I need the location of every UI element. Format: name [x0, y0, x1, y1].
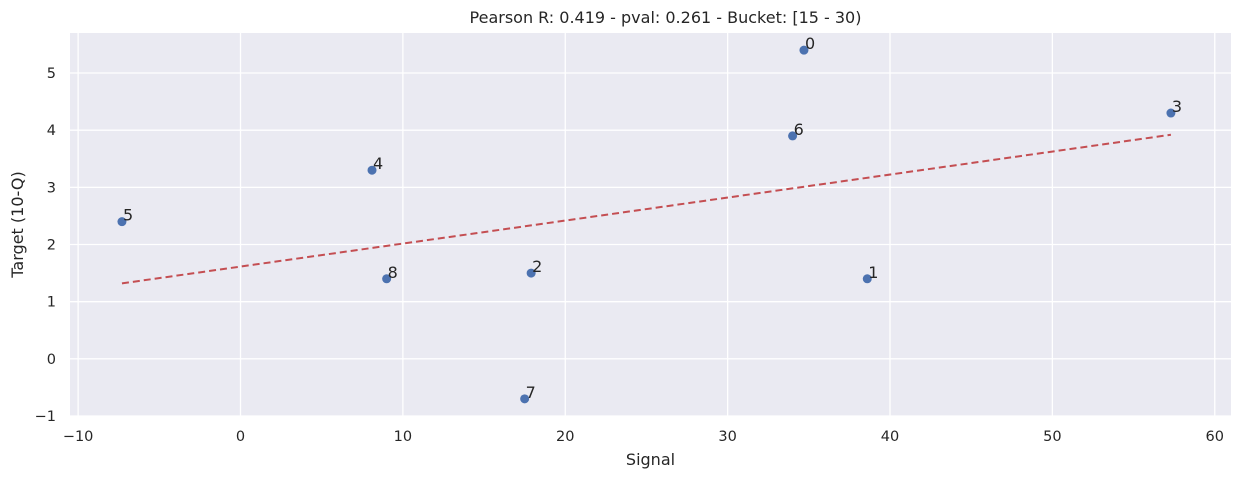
- x-tick-label: 50: [1043, 429, 1061, 445]
- point-label: 3: [1172, 97, 1182, 116]
- x-tick-label: 30: [718, 429, 736, 445]
- y-tick-label: 2: [47, 238, 56, 254]
- point-label: 1: [868, 263, 878, 282]
- point-label: 4: [373, 154, 383, 173]
- data-point: [862, 274, 872, 284]
- y-tick-label: 5: [47, 66, 56, 82]
- x-tick-label: 60: [1206, 429, 1224, 445]
- x-axis-label: Signal: [626, 450, 675, 469]
- y-tick-label: 4: [47, 123, 56, 139]
- point-label: 0: [805, 34, 815, 53]
- data-point: [382, 274, 392, 284]
- y-tick-label: 1: [47, 295, 56, 311]
- y-axis-label: Target (10-Q): [8, 171, 27, 278]
- data-point: [1166, 108, 1176, 118]
- data-point: [788, 131, 798, 141]
- regression-line: [121, 133, 1172, 285]
- x-tick-label: 20: [556, 429, 574, 445]
- x-tick-label: 0: [236, 429, 245, 445]
- data-point: [520, 394, 530, 404]
- data-point: [799, 45, 809, 55]
- point-label: 2: [532, 257, 542, 276]
- grid-lines: [70, 33, 1231, 417]
- chart-title: Pearson R: 0.419 - pval: 0.261 - Bucket:…: [470, 8, 862, 27]
- x-tick-label: 40: [881, 429, 899, 445]
- x-tick-label: −10: [63, 429, 94, 445]
- y-tick-label: 3: [47, 180, 56, 196]
- x-axis-ticks: −10 0 10 20 30 40 50 60: [63, 429, 1224, 445]
- point-label: 5: [123, 206, 133, 225]
- point-label: 6: [794, 120, 804, 139]
- data-point: [117, 217, 127, 227]
- plot-area: [70, 33, 1231, 416]
- y-axis-ticks: −1 0 1 2 3 4 5: [35, 66, 56, 425]
- y-tick-label: −1: [35, 409, 56, 425]
- data-point: [367, 165, 377, 175]
- x-tick-label: 10: [394, 429, 412, 445]
- data-points: 0 1 2 3 4 5 6 7 8: [117, 34, 1182, 404]
- data-point: [526, 268, 536, 278]
- y-tick-label: 0: [47, 352, 56, 368]
- point-label: 7: [526, 383, 536, 402]
- point-label: 8: [388, 263, 398, 282]
